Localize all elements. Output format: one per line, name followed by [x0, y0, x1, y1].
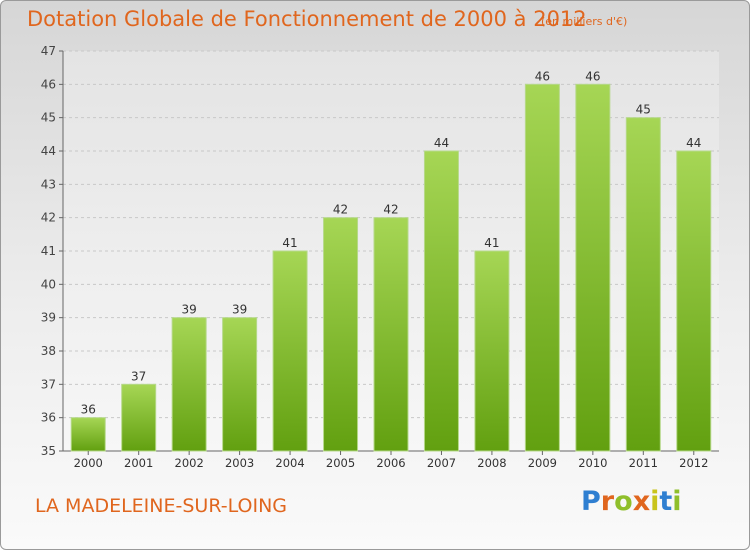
- y-tick-label: 36: [41, 411, 56, 425]
- bar: [625, 117, 661, 452]
- bar: [676, 150, 712, 452]
- y-tick-label: 47: [41, 44, 56, 58]
- bar: [171, 317, 207, 452]
- bar-value-label: 39: [232, 303, 247, 317]
- bar-value-label: 37: [131, 369, 146, 383]
- x-tick-label: 2004: [275, 456, 304, 470]
- x-tick-label: 2009: [528, 456, 557, 470]
- y-tick-label: 42: [41, 211, 56, 225]
- logo-letter: t: [659, 486, 673, 517]
- y-tick-label: 45: [41, 111, 56, 125]
- bar: [524, 83, 560, 452]
- bar-value-label: 41: [282, 236, 297, 250]
- logo-letter: o: [614, 486, 633, 517]
- y-tick-label: 37: [41, 377, 56, 391]
- y-tick-label: 35: [41, 444, 56, 458]
- bar: [373, 217, 409, 452]
- bar: [575, 83, 611, 452]
- bar-value-label: 44: [434, 136, 449, 150]
- x-tick-label: 2002: [175, 456, 204, 470]
- bar-value-label: 39: [182, 303, 197, 317]
- bar: [222, 317, 258, 452]
- x-tick-label: 2003: [225, 456, 254, 470]
- logo-letter: x: [632, 486, 651, 517]
- bar: [70, 417, 106, 452]
- bar-value-label: 46: [535, 69, 550, 83]
- bar-value-label: 42: [383, 203, 398, 217]
- logo-letter: i: [672, 486, 682, 517]
- x-tick-label: 2011: [629, 456, 658, 470]
- x-tick-label: 2007: [427, 456, 456, 470]
- bar: [323, 217, 359, 452]
- y-tick-label: 39: [41, 311, 56, 325]
- x-tick-label: 2008: [477, 456, 506, 470]
- logo-letter: P: [581, 486, 601, 517]
- x-tick-label: 2006: [376, 456, 405, 470]
- y-tick-label: 40: [41, 277, 56, 291]
- logo-letter: r: [600, 486, 615, 517]
- y-tick-label: 41: [41, 244, 56, 258]
- y-tick-label: 43: [41, 177, 56, 191]
- x-tick-label: 2010: [578, 456, 607, 470]
- y-tick-label: 38: [41, 344, 56, 358]
- bar-value-label: 41: [484, 236, 499, 250]
- bar-value-label: 44: [686, 136, 701, 150]
- y-tick-label: 44: [41, 144, 56, 158]
- bar: [121, 383, 157, 452]
- y-tick-label: 46: [41, 77, 56, 91]
- x-tick-label: 2012: [679, 456, 708, 470]
- bar: [474, 250, 510, 452]
- bar: [423, 150, 459, 452]
- bar-value-label: 46: [585, 69, 600, 83]
- chart-unit-note: (en milliers d'€): [541, 15, 628, 28]
- bar: [272, 250, 308, 452]
- x-tick-label: 2000: [74, 456, 103, 470]
- bar-value-label: 42: [333, 203, 348, 217]
- bar-value-label: 45: [636, 103, 651, 117]
- x-tick-label: 2001: [124, 456, 153, 470]
- logo-letter: i: [650, 486, 660, 517]
- proxiti-logo: Proxiti: [581, 486, 682, 517]
- bar-value-label: 36: [81, 403, 96, 417]
- municipality-name: LA MADELEINE-SUR-LOING: [35, 495, 288, 517]
- x-tick-label: 2005: [326, 456, 355, 470]
- chart-title: Dotation Globale de Fonctionnement de 20…: [27, 7, 587, 31]
